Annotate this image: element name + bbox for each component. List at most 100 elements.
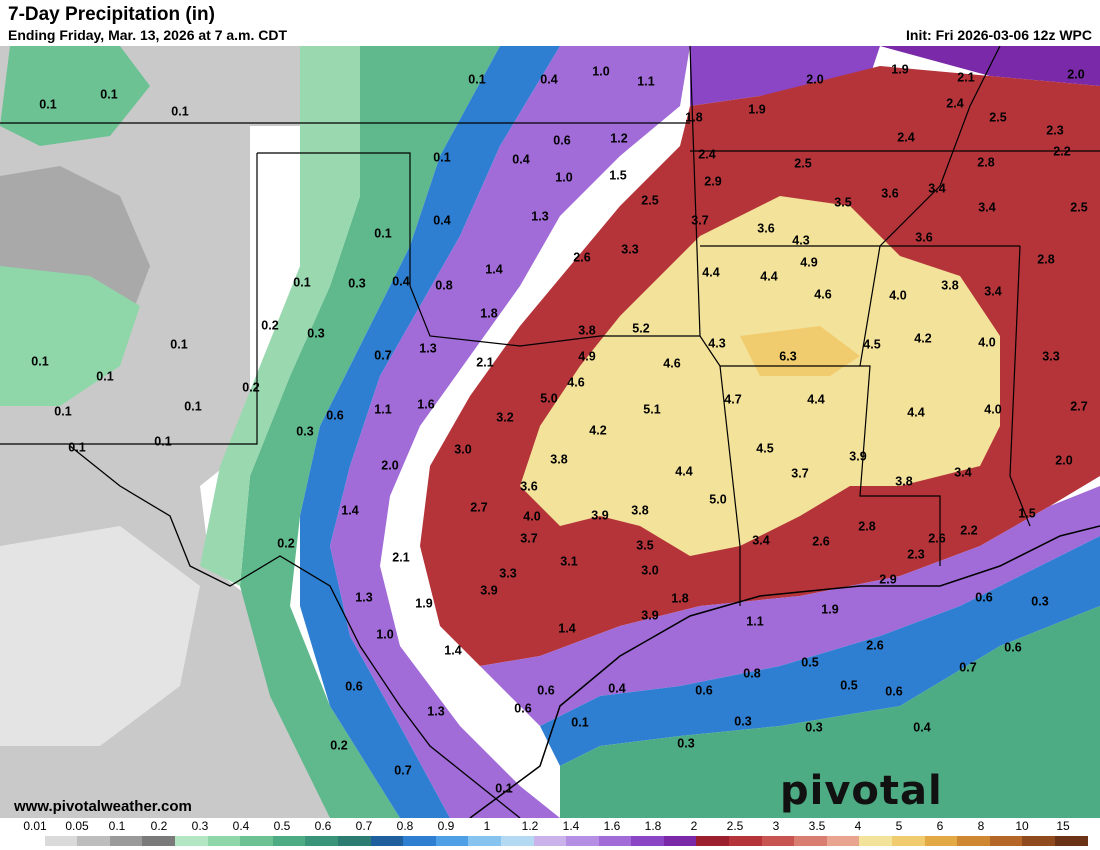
legend-tick-label: 0.1 bbox=[108, 819, 126, 833]
precip-value-label: 3.3 bbox=[621, 242, 638, 256]
precip-value-label: 4.5 bbox=[863, 337, 880, 351]
precip-value-label: 2.5 bbox=[989, 110, 1006, 124]
map-canvas: 0.1 0.1 0.1 0.1 0.4 1.0 1.1 2.0 1.9 2.1 2.0 1.8 1.9 2… bbox=[0, 46, 1100, 818]
legend-swatch bbox=[794, 836, 827, 846]
precip-value-label: 0.1 bbox=[184, 399, 201, 413]
precip-value-label: 2.5 bbox=[1070, 200, 1087, 214]
precip-value-label: 5.0 bbox=[540, 391, 557, 405]
precip-value-label: 4.9 bbox=[578, 349, 595, 363]
precip-value-label: 1.4 bbox=[485, 262, 502, 276]
precip-value-label: 4.4 bbox=[675, 464, 692, 478]
legend-tick-label: 15 bbox=[1056, 819, 1070, 833]
precip-value-label: 3.4 bbox=[978, 200, 995, 214]
legend-swatch bbox=[826, 836, 860, 846]
precip-value-label: 0.2 bbox=[242, 380, 259, 394]
precip-value-label: 0.6 bbox=[975, 590, 992, 604]
precip-value-label: 6.3 bbox=[779, 349, 796, 363]
precip-value-label: 0.3 bbox=[348, 276, 365, 290]
precip-value-label: 1.6 bbox=[417, 397, 434, 411]
precip-value-label: 3.9 bbox=[849, 449, 866, 463]
precip-value-label: 3.0 bbox=[641, 563, 658, 577]
precip-value-label: 0.6 bbox=[695, 683, 712, 697]
precip-value-label: 2.1 bbox=[476, 355, 493, 369]
precip-value-label: 2.5 bbox=[641, 193, 658, 207]
precip-value-label: 0.1 bbox=[495, 781, 512, 795]
precip-value-label: 4.7 bbox=[724, 392, 741, 406]
orange-precip-core bbox=[740, 326, 860, 376]
precip-value-label: 2.4 bbox=[946, 96, 963, 110]
legend-tick-label: 0.3 bbox=[191, 819, 209, 833]
precip-value-label: 1.3 bbox=[355, 590, 372, 604]
precip-value-label: 4.9 bbox=[800, 255, 817, 269]
legend-tick-label: 1.8 bbox=[644, 819, 662, 833]
precip-value-label: 3.4 bbox=[954, 465, 971, 479]
legend-swatch bbox=[207, 836, 241, 846]
legend-tick-label: 0.05 bbox=[65, 819, 89, 833]
legend-swatch bbox=[729, 836, 762, 846]
precip-value-label: 1.9 bbox=[821, 602, 838, 616]
precip-value-label: 1.0 bbox=[555, 170, 572, 184]
precip-value-label: 0.3 bbox=[805, 720, 822, 734]
precipitation-map[interactable]: 0.1 0.1 0.1 0.1 0.4 1.0 1.1 2.0 1.9 2.1 2.0 1.8 1.9 2… bbox=[0, 46, 1100, 818]
legend-tick-label: 0.4 bbox=[232, 819, 250, 833]
precip-value-label: 4.2 bbox=[914, 331, 931, 345]
precip-value-label: 1.1 bbox=[746, 614, 763, 628]
precip-value-label: 3.7 bbox=[791, 466, 808, 480]
legend-swatch bbox=[989, 836, 1023, 846]
legend-tick-label: 3.5 bbox=[808, 819, 826, 833]
precip-value-label: 0.1 bbox=[468, 72, 485, 86]
precip-value-label: 3.9 bbox=[641, 608, 658, 622]
precip-value-label: 2.8 bbox=[1037, 252, 1054, 266]
legend-tick-label: 0.6 bbox=[314, 819, 332, 833]
precip-value-label: 2.4 bbox=[698, 147, 715, 161]
precip-value-label: 1.9 bbox=[891, 62, 908, 76]
precip-value-label: 0.2 bbox=[277, 536, 294, 550]
legend-tick-label: 2 bbox=[690, 819, 698, 833]
precip-value-label: 0.6 bbox=[326, 408, 343, 422]
legend-swatch bbox=[696, 836, 730, 846]
precip-value-label: 1.5 bbox=[609, 168, 626, 182]
legend-swatch bbox=[859, 836, 893, 846]
precip-value-label: 2.7 bbox=[1070, 399, 1087, 413]
precip-value-label: 2.1 bbox=[957, 70, 974, 84]
precip-value-label: 2.1 bbox=[392, 550, 409, 564]
precip-value-label: 0.1 bbox=[433, 150, 450, 164]
precip-value-label: 3.6 bbox=[757, 221, 774, 235]
precip-value-label: 0.1 bbox=[571, 715, 588, 729]
legend-tick-label: 0.7 bbox=[355, 819, 373, 833]
precip-value-label: 0.4 bbox=[608, 681, 625, 695]
precip-value-label: 0.5 bbox=[840, 678, 857, 692]
precip-value-label: 3.3 bbox=[1042, 349, 1059, 363]
precip-value-label: 2.5 bbox=[794, 156, 811, 170]
precip-value-label: 0.1 bbox=[293, 275, 310, 289]
legend-swatch bbox=[663, 836, 697, 846]
precip-value-label: 1.3 bbox=[419, 341, 436, 355]
purple-precip-band bbox=[690, 46, 880, 106]
legend-swatch bbox=[892, 836, 925, 846]
precip-value-label: 3.6 bbox=[520, 479, 537, 493]
precip-value-label: 0.6 bbox=[345, 679, 362, 693]
precip-value-label: 1.8 bbox=[671, 591, 688, 605]
precip-value-label: 0.1 bbox=[39, 97, 56, 111]
precip-value-label: 2.8 bbox=[977, 155, 994, 169]
legend-swatch bbox=[174, 836, 208, 846]
precip-value-label: 1.8 bbox=[480, 306, 497, 320]
precip-value-label: 1.1 bbox=[374, 402, 391, 416]
precip-value-label: 3.6 bbox=[881, 186, 898, 200]
precip-value-label: 0.4 bbox=[433, 213, 450, 227]
legend-swatch bbox=[240, 836, 273, 846]
precip-value-label: 2.6 bbox=[928, 531, 945, 545]
precip-value-label: 0.6 bbox=[885, 684, 902, 698]
precip-value-label: 0.3 bbox=[1031, 594, 1048, 608]
precip-value-label: 2.7 bbox=[470, 500, 487, 514]
precip-value-label: 2.9 bbox=[704, 174, 721, 188]
legend-tick-label: 8 bbox=[977, 819, 985, 833]
precip-value-label: 1.2 bbox=[610, 131, 627, 145]
precip-value-label: 4.4 bbox=[760, 269, 777, 283]
precip-value-label: 2.4 bbox=[897, 130, 914, 144]
legend-tick-label: 1.6 bbox=[603, 819, 621, 833]
precip-value-label: 0.2 bbox=[330, 738, 347, 752]
gulf-coastline bbox=[469, 525, 1100, 818]
legend-swatch bbox=[1022, 836, 1055, 846]
precip-value-label: 3.5 bbox=[636, 538, 653, 552]
